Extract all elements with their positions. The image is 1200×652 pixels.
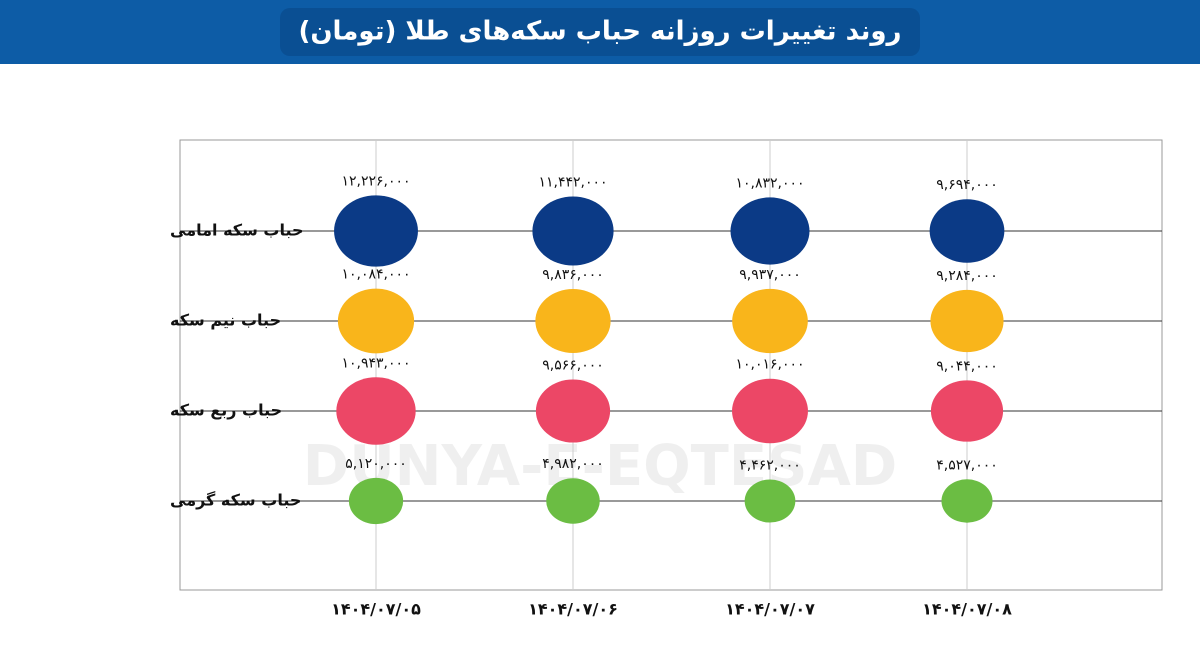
row-label: حباب نیم سکه — [170, 311, 281, 330]
x-tick-label: ۱۴۰۴/۰۷/۰۸ — [922, 600, 1012, 619]
value-label: ۴,۹۸۲,۰۰۰ — [542, 456, 604, 472]
value-label: ۱۰,۸۳۲,۰۰۰ — [735, 175, 804, 191]
bubble — [535, 379, 611, 443]
bubble — [546, 478, 600, 524]
value-label: ۱۱,۴۴۲,۰۰۰ — [538, 174, 607, 190]
chart-title: روند تغییرات روزانه حباب سکه‌های طلا (تو… — [298, 17, 901, 47]
row-label: حباب ربع سکه — [170, 401, 282, 420]
value-label: ۱۲,۲۲۶,۰۰۰ — [341, 173, 410, 189]
bubble — [348, 477, 404, 525]
bubble — [337, 288, 415, 354]
bubble — [941, 479, 993, 523]
bubble — [336, 377, 416, 445]
value-label: ۹,۰۴۴,۰۰۰ — [936, 358, 998, 374]
bubble — [535, 289, 611, 353]
bubble — [929, 199, 1005, 263]
bubble — [930, 289, 1004, 353]
value-label: ۴,۵۲۷,۰۰۰ — [936, 457, 998, 473]
value-label: ۱۰,۹۴۳,۰۰۰ — [341, 355, 410, 371]
value-label: ۹,۵۶۶,۰۰۰ — [542, 357, 604, 373]
title-box — [280, 8, 920, 56]
value-label: ۱۰,۰۸۴,۰۰۰ — [341, 267, 410, 283]
bubble — [744, 479, 796, 523]
bubble — [730, 197, 810, 265]
value-label: ۱۰,۰۱۶,۰۰۰ — [735, 357, 804, 373]
x-tick-label: ۱۴۰۴/۰۷/۰۷ — [725, 600, 815, 619]
bubble — [930, 380, 1004, 442]
value-label: ۹,۸۳۶,۰۰۰ — [542, 267, 604, 283]
value-label: ۴,۴۶۲,۰۰۰ — [739, 457, 801, 473]
watermark: DUNYA-E-EQTESAD — [303, 434, 898, 499]
value-label: ۹,۶۹۴,۰۰۰ — [936, 177, 998, 193]
row-label: حباب سکه امامی — [170, 221, 304, 240]
value-label: ۹,۲۸۴,۰۰۰ — [936, 268, 998, 284]
row-label: حباب سکه گرمی — [170, 491, 301, 510]
plot-frame — [179, 139, 1163, 591]
x-tick-label: ۱۴۰۴/۰۷/۰۵ — [331, 600, 421, 619]
value-label: ۵,۱۲۰,۰۰۰ — [345, 456, 407, 472]
bubble — [532, 196, 614, 266]
x-tick-label: ۱۴۰۴/۰۷/۰۶ — [528, 600, 618, 619]
value-label: ۹,۹۳۷,۰۰۰ — [739, 267, 801, 283]
bubble — [732, 288, 808, 354]
bubble — [334, 195, 418, 267]
bubble — [732, 378, 808, 444]
